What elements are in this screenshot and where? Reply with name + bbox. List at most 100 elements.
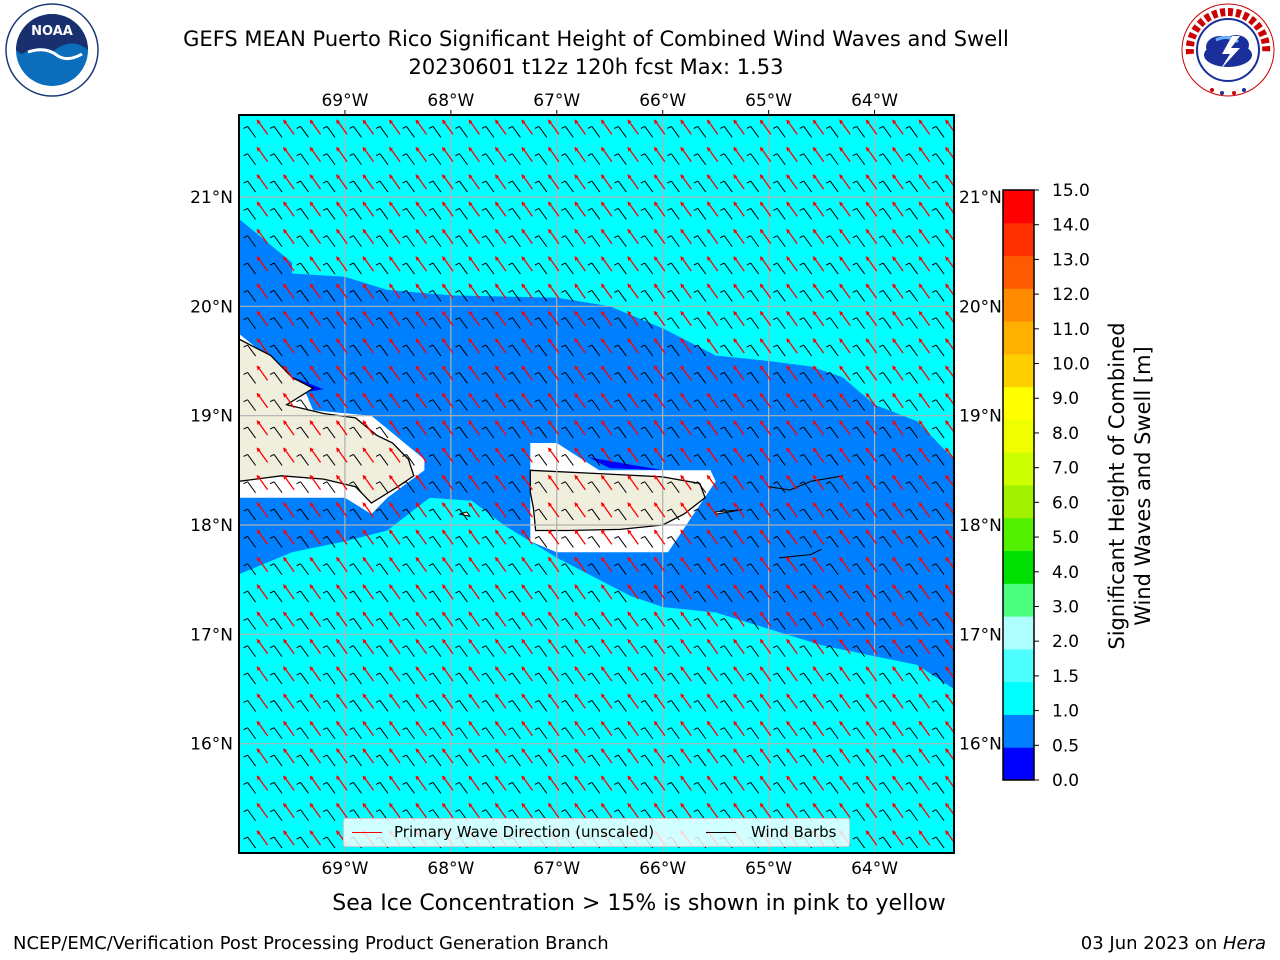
wave-direction-arrowhead	[389, 638, 393, 644]
wind-barb	[269, 371, 275, 375]
wind-barb	[640, 426, 646, 430]
wind-barb	[455, 399, 460, 403]
wind-barb	[564, 618, 574, 630]
wave-direction-arrowhead	[839, 748, 844, 754]
wind-barb	[614, 535, 619, 539]
wave-direction-arrowhead	[362, 775, 367, 781]
wind-barb	[402, 754, 407, 758]
wind-barb	[561, 207, 566, 211]
wave-direction-arrowhead	[812, 502, 817, 508]
wind-barb	[644, 290, 654, 302]
wave-direction-arrowhead	[521, 420, 526, 426]
wind-barb	[247, 344, 256, 357]
wave-direction-arrowhead	[521, 666, 526, 672]
wind-barb	[693, 289, 699, 293]
wave-direction-arrow	[548, 420, 560, 436]
wind-barb	[459, 153, 468, 166]
wind-barb	[455, 426, 460, 430]
wave-direction-arrowhead	[468, 283, 473, 289]
wave-direction-arrow	[680, 311, 692, 327]
wave-direction-arrow	[760, 475, 772, 491]
wind-barb	[644, 645, 654, 658]
wind-barb	[322, 508, 328, 512]
wave-direction-arrowhead	[521, 256, 526, 262]
wave-direction-arrowhead	[494, 146, 499, 152]
wave-direction-arrowhead	[441, 638, 446, 644]
wind-barb	[353, 782, 362, 794]
wave-direction-arrowhead	[839, 474, 844, 480]
wind-barb	[667, 727, 672, 731]
wave-direction-arrowhead	[653, 556, 658, 562]
wind-barb	[243, 344, 248, 348]
wind-barb	[538, 536, 548, 548]
wind-barb	[459, 180, 468, 193]
wind-barb	[322, 125, 328, 129]
wind-barb	[402, 399, 407, 403]
wind-barb	[750, 536, 760, 548]
wave-direction-arrowhead	[680, 228, 685, 234]
wind-barb	[935, 317, 945, 330]
wave-direction-arrowhead	[839, 392, 844, 398]
wind-barb	[353, 235, 362, 248]
wave-direction-arrow	[892, 174, 904, 190]
wave-direction-arrowhead	[309, 310, 314, 316]
wave-direction-arrow	[574, 393, 586, 409]
wave-direction-arrowhead	[389, 693, 393, 699]
wave-direction-arrowhead	[680, 556, 685, 562]
wind-barb	[591, 317, 601, 330]
wave-direction-arrowhead	[574, 611, 579, 617]
wind-barb	[799, 809, 804, 813]
wave-direction-arrowhead	[945, 174, 950, 180]
wind-barb	[375, 262, 381, 266]
wave-direction-arrow	[627, 475, 639, 491]
wind-barb	[723, 645, 733, 658]
wave-direction-arrowhead	[256, 365, 261, 371]
wind-barb	[269, 453, 275, 457]
wind-barb	[296, 508, 301, 512]
wave-direction-arrowhead	[865, 228, 870, 234]
wave-direction-arrowhead	[574, 474, 579, 480]
wind-barb	[512, 426, 521, 439]
wave-direction-arrowhead	[706, 802, 711, 808]
wave-direction-arrowhead	[521, 338, 526, 344]
wave-height-low-pocket	[588, 457, 663, 471]
wave-direction-arrowhead	[309, 693, 314, 699]
wave-direction-arrowhead	[415, 283, 420, 289]
wind-barb	[375, 645, 381, 649]
wave-direction-arrow	[548, 229, 560, 245]
wave-direction-arrowhead	[389, 365, 393, 371]
wave-direction-arrowhead	[283, 283, 288, 289]
wave-direction-arrowhead	[653, 283, 658, 289]
wave-direction-arrow	[680, 475, 692, 491]
wind-barb	[432, 153, 442, 166]
wind-barb	[697, 754, 707, 767]
wind-barb	[856, 645, 866, 658]
wind-barb	[481, 754, 487, 758]
wind-barb	[693, 453, 699, 457]
wind-barb	[670, 754, 680, 767]
wind-barb	[455, 645, 460, 649]
wave-direction-arrowhead	[945, 584, 950, 590]
wind-barb	[856, 235, 866, 248]
wave-direction-arrowhead	[945, 638, 950, 644]
colorbar-segment	[1003, 255, 1034, 289]
wind-barb	[591, 508, 601, 521]
wind-barb	[485, 536, 495, 548]
wind-barb	[243, 699, 248, 703]
wind-barb	[428, 645, 434, 649]
wave-direction-arrowhead	[759, 775, 764, 781]
wind-barb	[935, 645, 945, 658]
wind-barb	[856, 590, 866, 603]
map-legend: Primary Wave Direction (unscaled) Wind B…	[343, 818, 850, 847]
wave-direction-arrowhead	[574, 529, 579, 535]
wave-direction-arrowhead	[733, 802, 738, 808]
wave-direction-arrow	[548, 502, 560, 518]
wave-direction-arrow	[839, 475, 851, 491]
wind-barb	[878, 699, 884, 703]
wave-direction-arrowhead	[812, 638, 817, 644]
wind-barb	[591, 235, 601, 248]
wind-barb	[561, 617, 566, 621]
wind-barb	[670, 126, 680, 138]
wave-direction-arrowhead	[706, 201, 711, 207]
wind-barb	[534, 262, 540, 266]
